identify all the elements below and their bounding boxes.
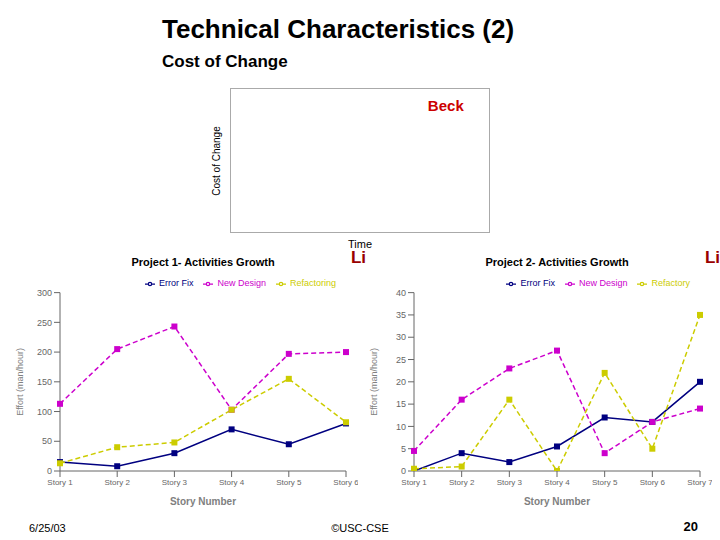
svg-text:20: 20	[396, 377, 406, 387]
svg-text:Story Number: Story Number	[170, 496, 236, 507]
html-text:Li: Li	[704, 248, 720, 267]
svg-text:25: 25	[396, 355, 406, 365]
html-text:Cost of Change: Cost of Change	[162, 52, 288, 71]
svg-text:Story 2: Story 2	[449, 478, 475, 487]
svg-text:Story 6: Story 6	[640, 478, 666, 487]
svg-text:Story 1: Story 1	[401, 478, 427, 487]
svg-text:Story 4: Story 4	[219, 478, 245, 487]
html-text:Li: Li	[350, 248, 366, 267]
svg-text:40: 40	[396, 288, 406, 298]
svg-text:Story 4: Story 4	[544, 478, 570, 487]
html-text:©USC-CSE: ©USC-CSE	[331, 522, 389, 534]
svg-text:0: 0	[47, 466, 52, 476]
svg-text:Story 5: Story 5	[592, 478, 618, 487]
html-text:Time: Time	[348, 238, 372, 250]
svg-text:15: 15	[396, 399, 406, 409]
html-text:20: 20	[683, 519, 698, 534]
svg-text:35: 35	[396, 310, 406, 320]
html-text:Project 1- Activities Growth: Project 1- Activities Growth	[131, 256, 275, 268]
svg-text:100: 100	[37, 407, 52, 417]
svg-text:150: 150	[37, 377, 52, 387]
svg-text:50: 50	[42, 436, 52, 446]
html-text:6/25/03: 6/25/03	[29, 522, 66, 534]
svg-text:Story Number: Story Number	[524, 496, 590, 507]
svg-text:10: 10	[396, 422, 406, 432]
html-text:Error Fix: Error Fix	[158, 278, 194, 288]
html-text:New Design: New Design	[217, 278, 266, 288]
svg-text:Effort (man/hour): Effort (man/hour)	[369, 348, 379, 416]
svg-text:0: 0	[401, 466, 406, 476]
svg-text:Effort (man/hour): Effort (man/hour)	[15, 348, 25, 416]
html-text:Beck: Beck	[427, 96, 464, 114]
html-text:New Design: New Design	[579, 278, 628, 288]
svg-text:Story 6: Story 6	[333, 478, 358, 487]
svg-text:Story 5: Story 5	[276, 478, 302, 487]
svg-text:Story 2: Story 2	[105, 478, 131, 487]
html-text:Refactoring: Refactoring	[290, 278, 336, 288]
svg-text:250: 250	[37, 318, 52, 328]
svg-text:300: 300	[37, 288, 52, 298]
svg-text:Story 7: Story 7	[687, 478, 712, 487]
svg-text:Story 3: Story 3	[497, 478, 523, 487]
html-text:Refactory: Refactory	[651, 278, 690, 288]
html-text:Cost of Change: Cost of Change	[210, 125, 222, 196]
html-text:Project 2- Activities Growth: Project 2- Activities Growth	[485, 256, 629, 268]
html-text:Technical Characteristics (2): Technical Characteristics (2)	[162, 14, 515, 44]
svg-text:5: 5	[401, 444, 406, 454]
svg-text:30: 30	[396, 332, 406, 342]
svg-text:200: 200	[37, 347, 52, 357]
svg-text:Story 3: Story 3	[162, 478, 188, 487]
html-text:Error Fix: Error Fix	[520, 278, 555, 288]
svg-text:Story 1: Story 1	[47, 478, 73, 487]
